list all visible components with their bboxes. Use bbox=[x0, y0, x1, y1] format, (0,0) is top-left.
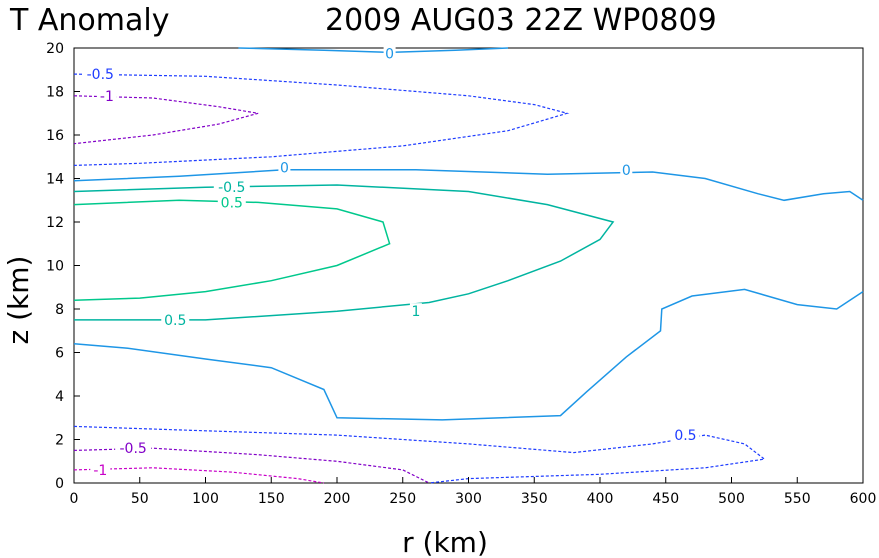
y-tick-label: 4 bbox=[55, 389, 64, 405]
y-tick-label: 10 bbox=[46, 259, 64, 275]
x-tick-label: 600 bbox=[850, 491, 877, 507]
contour-line-1 bbox=[73, 73, 570, 166]
y-tick-label: 14 bbox=[46, 172, 64, 188]
contour-label: -1 bbox=[100, 89, 114, 105]
contour-line-3 bbox=[73, 169, 864, 202]
x-tick-label: 50 bbox=[131, 491, 149, 507]
contour-label: 0 bbox=[385, 46, 394, 62]
contour-label-bg bbox=[90, 461, 111, 478]
y-tick-label: 2 bbox=[55, 433, 64, 449]
contour-label: 0 bbox=[280, 161, 289, 177]
contour-line-0 bbox=[238, 47, 509, 54]
x-tick-label: 100 bbox=[192, 491, 219, 507]
plot-frame bbox=[73, 47, 864, 484]
contour-label: 0.5 bbox=[164, 313, 186, 329]
contour-label-bg bbox=[409, 303, 422, 320]
x-tick-label: 350 bbox=[521, 491, 548, 507]
x-tick-label: 300 bbox=[455, 491, 482, 507]
y-tick-label: 16 bbox=[46, 128, 64, 144]
contour-line-7 bbox=[73, 425, 766, 484]
x-axis-label: r (km) bbox=[402, 526, 488, 558]
chart-title-left: T Anomaly bbox=[9, 3, 169, 38]
contour-line-6 bbox=[73, 288, 864, 421]
contour-label: -0.5 bbox=[218, 180, 245, 196]
contour-label-bg bbox=[115, 440, 152, 457]
x-tick-label: 400 bbox=[587, 491, 614, 507]
contour-label-bg bbox=[82, 66, 119, 83]
contour-label-bg bbox=[217, 194, 246, 211]
contour-line-9 bbox=[73, 467, 324, 484]
y-tick-label: 12 bbox=[46, 215, 64, 231]
contour-line-4 bbox=[73, 184, 615, 321]
contour-label: -1 bbox=[93, 463, 107, 479]
y-tick-label: 0 bbox=[55, 476, 64, 492]
y-tick-label: 8 bbox=[55, 302, 64, 318]
y-axis-ticks: 0 2 4 6 8 10 12 14 16 18 20 bbox=[46, 41, 80, 492]
contour-label-bg bbox=[161, 311, 190, 328]
contour-label: -0.5 bbox=[87, 67, 114, 83]
contour-line-5 bbox=[73, 199, 391, 302]
x-tick-label: 450 bbox=[652, 491, 679, 507]
y-axis-label: z (km) bbox=[2, 256, 35, 345]
contour-label: 0.5 bbox=[221, 195, 243, 211]
contour-labels: 0-0.5-10 0-0.50.510.50.5-0.5-1 bbox=[82, 45, 700, 479]
contour-label: 0 bbox=[622, 163, 631, 179]
chart-title-right: 2009 AUG03 22Z WP0809 bbox=[325, 3, 717, 38]
contour-label-bg bbox=[213, 179, 250, 196]
contour-label-bg bbox=[278, 159, 291, 176]
contour-label: -0.5 bbox=[120, 441, 147, 457]
contour-label: 0.5 bbox=[674, 428, 696, 444]
contour-line-2 bbox=[73, 95, 259, 145]
contour-lines bbox=[73, 47, 864, 484]
y-tick-label: 18 bbox=[46, 85, 64, 101]
x-tick-label: 550 bbox=[784, 491, 811, 507]
y-tick-label: 6 bbox=[55, 346, 64, 362]
x-tick-label: 200 bbox=[324, 491, 351, 507]
x-tick-label: 0 bbox=[70, 491, 79, 507]
contour-label-bg bbox=[96, 87, 117, 104]
x-tick-label: 250 bbox=[389, 491, 416, 507]
y-tick-label: 20 bbox=[46, 41, 64, 57]
x-tick-label: 500 bbox=[718, 491, 745, 507]
contour-label-bg bbox=[671, 427, 700, 444]
x-axis-ticks: 0 50 100 150 200 250 300 350 400 450 500 550 600 bbox=[70, 477, 877, 507]
contour-label-bg bbox=[620, 161, 633, 178]
x-tick-label: 150 bbox=[258, 491, 285, 507]
contour-label-bg bbox=[383, 45, 396, 62]
contour-label: 1 bbox=[411, 304, 420, 320]
